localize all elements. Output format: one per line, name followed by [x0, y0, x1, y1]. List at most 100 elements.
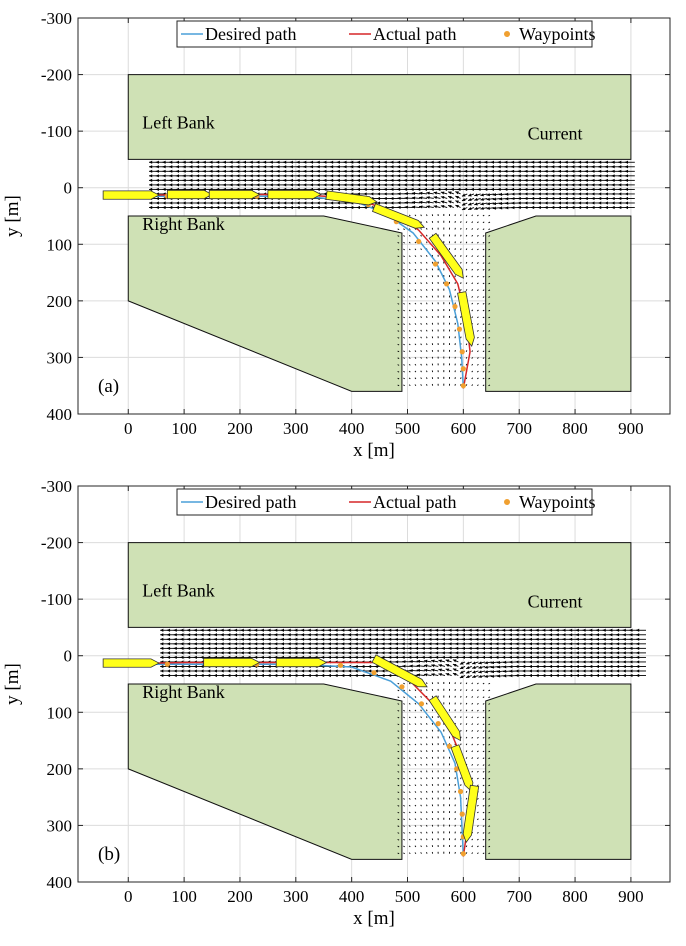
current-arrow-head	[303, 201, 307, 205]
current-arrow-head	[269, 160, 273, 164]
current-arrow-head	[477, 178, 481, 182]
current-arrow-head	[490, 178, 494, 182]
current-arrow-head	[551, 187, 555, 192]
x-tick-label: 800	[562, 887, 588, 906]
current-arrow	[471, 255, 474, 258]
current-arrow-head	[474, 197, 478, 201]
y-tick-label: -300	[41, 477, 72, 496]
current-arrow-head	[542, 651, 546, 655]
current-arrow-head	[249, 160, 253, 164]
current-arrow	[420, 729, 422, 732]
current-arrow-head	[629, 651, 633, 655]
current-arrow-head	[528, 669, 532, 673]
current-arrow-head	[595, 669, 599, 673]
current-arrow-head	[591, 183, 595, 187]
current-arrow	[414, 336, 417, 339]
current-arrow-head	[452, 672, 457, 676]
current-arrow-head	[182, 183, 186, 187]
current-arrow-head	[289, 169, 293, 173]
current-arrow-head	[622, 660, 626, 664]
current-arrow-head	[401, 646, 405, 650]
current-arrow-head	[233, 669, 238, 673]
current-arrow	[482, 275, 485, 278]
current-arrow	[465, 377, 468, 380]
current-arrow	[477, 241, 479, 244]
current-arrow	[414, 377, 417, 380]
current-arrow	[477, 818, 479, 821]
current-arrow	[488, 791, 491, 794]
current-arrow-head	[381, 642, 385, 646]
current-arrow-head	[381, 646, 385, 650]
current-arrow-head	[488, 646, 492, 650]
current-arrow-head	[595, 628, 599, 632]
current-arrow-head	[367, 646, 372, 650]
current-arrow-head	[336, 165, 340, 169]
y-tick-label: 400	[47, 405, 73, 424]
current-arrow-head	[370, 183, 374, 187]
current-arrow-head	[510, 183, 515, 187]
current-arrow-head	[562, 628, 566, 632]
current-arrow	[482, 716, 485, 719]
current-arrow-head	[260, 673, 264, 678]
current-arrow	[420, 838, 422, 841]
current-arrow-head	[314, 673, 318, 678]
current-arrow-head	[611, 169, 615, 173]
current-arrow	[414, 282, 417, 285]
waypoint-marker	[460, 851, 466, 857]
current-arrow-head	[430, 165, 434, 169]
current-arrow	[488, 316, 491, 319]
current-arrow-head	[401, 633, 405, 637]
current-arrow-head	[160, 637, 164, 641]
current-arrow-head	[347, 669, 352, 673]
current-arrow-head	[173, 673, 177, 678]
current-arrow	[471, 689, 474, 692]
current-arrow-head	[537, 174, 541, 178]
current-arrow-head	[207, 633, 211, 637]
current-arrow-head	[468, 202, 472, 206]
current-arrow	[426, 797, 428, 800]
current-arrow-head	[437, 169, 441, 173]
current-arrow-head	[253, 651, 258, 655]
current-arrow-head	[347, 628, 352, 632]
current-arrow-head	[376, 169, 381, 173]
current-arrow	[408, 377, 411, 380]
current-arrow-head	[280, 633, 284, 637]
current-arrow	[482, 289, 485, 292]
current-arrow	[403, 845, 405, 848]
current-arrow-head	[577, 192, 582, 196]
current-arrow-head	[505, 201, 509, 205]
current-arrow	[488, 798, 491, 800]
current-arrow-head	[528, 637, 532, 641]
current-arrow-head	[356, 165, 360, 169]
current-arrow-head	[564, 196, 568, 201]
current-arrow	[408, 831, 411, 834]
current-arrow-head	[564, 201, 568, 205]
current-arrow-head	[504, 160, 508, 164]
current-arrow-head	[498, 201, 503, 206]
current-arrow-head	[202, 160, 206, 164]
current-arrow-head	[478, 670, 482, 674]
current-arrow	[477, 302, 479, 305]
current-arrow-head	[148, 183, 153, 187]
current-arrow-head	[480, 197, 484, 201]
current-arrow-head	[242, 165, 247, 169]
current-arrow	[471, 763, 474, 766]
current-arrow-head	[155, 205, 159, 210]
current-arrow-head	[562, 642, 566, 646]
current-arrow-head	[502, 660, 507, 664]
current-arrow-head	[441, 628, 445, 632]
annotation-left-bank: Left Bank	[142, 580, 214, 600]
current-arrow-head	[504, 183, 508, 187]
current-arrow-head	[589, 673, 593, 678]
current-arrow-head	[463, 165, 468, 169]
current-arrow	[488, 384, 491, 387]
current-arrow-head	[374, 642, 378, 646]
current-arrow-head	[260, 664, 264, 669]
current-arrow-head	[582, 642, 586, 646]
current-arrow	[488, 228, 491, 230]
current-arrow-head	[155, 183, 159, 187]
current-arrow	[420, 797, 422, 800]
current-arrow	[477, 682, 479, 685]
current-arrow-head	[426, 196, 430, 200]
current-arrow-head	[537, 160, 541, 164]
